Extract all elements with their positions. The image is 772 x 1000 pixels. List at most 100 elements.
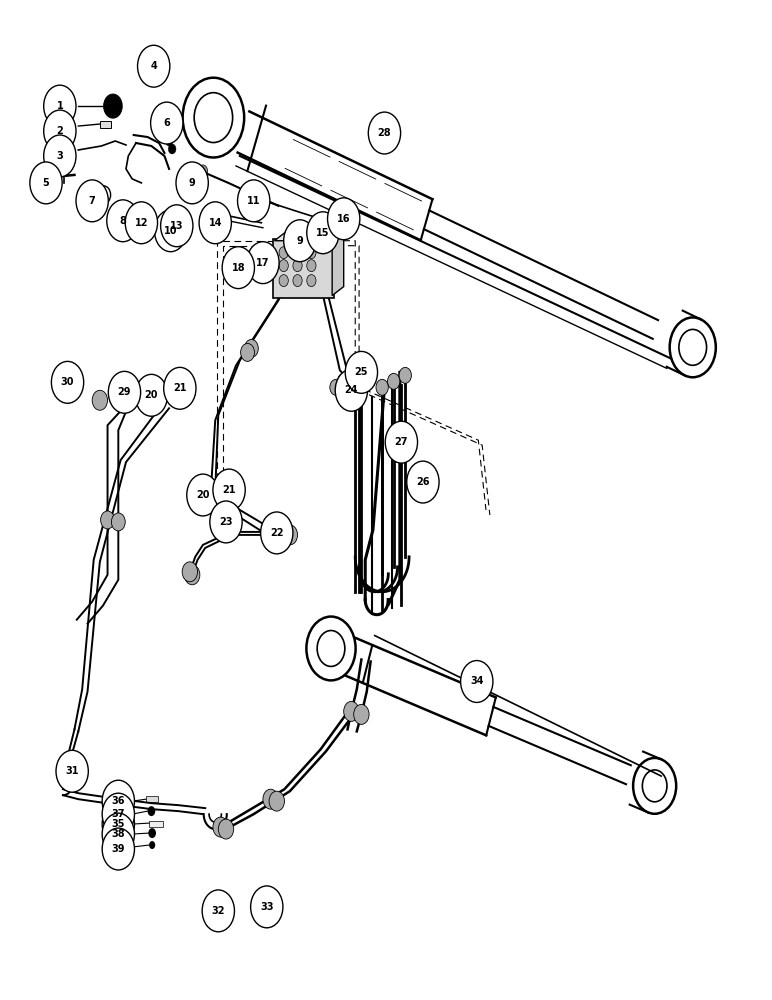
Circle shape: [102, 813, 134, 855]
Circle shape: [293, 247, 302, 259]
Circle shape: [56, 750, 88, 792]
Circle shape: [368, 112, 401, 154]
Circle shape: [44, 110, 76, 152]
Text: 28: 28: [378, 128, 391, 138]
Circle shape: [282, 525, 297, 545]
Text: 7: 7: [89, 196, 96, 206]
Text: 30: 30: [61, 377, 74, 387]
Circle shape: [231, 262, 239, 272]
Text: 5: 5: [42, 178, 49, 188]
Circle shape: [111, 513, 125, 531]
Circle shape: [269, 522, 284, 542]
Circle shape: [345, 367, 357, 383]
Text: 32: 32: [212, 906, 225, 916]
Circle shape: [399, 367, 411, 383]
Circle shape: [199, 202, 232, 244]
Circle shape: [385, 421, 418, 463]
Circle shape: [123, 382, 138, 402]
Circle shape: [208, 480, 223, 500]
Circle shape: [354, 704, 369, 724]
Circle shape: [44, 85, 76, 127]
Circle shape: [154, 210, 187, 252]
Circle shape: [120, 207, 131, 221]
Circle shape: [279, 275, 288, 287]
Circle shape: [251, 886, 283, 928]
Circle shape: [306, 260, 316, 272]
Circle shape: [337, 373, 350, 389]
Text: 12: 12: [134, 218, 148, 228]
Circle shape: [182, 562, 198, 582]
Text: 10: 10: [164, 226, 178, 236]
Circle shape: [330, 379, 342, 395]
Circle shape: [317, 224, 328, 238]
Text: 14: 14: [208, 218, 222, 228]
Text: 8: 8: [120, 216, 127, 226]
Text: 39: 39: [112, 844, 125, 854]
Circle shape: [103, 94, 122, 118]
Polygon shape: [332, 232, 344, 296]
Text: 22: 22: [270, 528, 283, 538]
Polygon shape: [275, 232, 344, 241]
FancyBboxPatch shape: [146, 796, 157, 802]
Circle shape: [149, 841, 155, 849]
Circle shape: [198, 165, 208, 177]
Circle shape: [213, 469, 245, 511]
Circle shape: [176, 162, 208, 204]
Circle shape: [269, 791, 284, 811]
Circle shape: [108, 371, 141, 413]
Text: 29: 29: [117, 387, 131, 397]
Circle shape: [279, 260, 288, 272]
Circle shape: [187, 474, 219, 516]
Text: 25: 25: [354, 367, 368, 377]
Text: 1: 1: [56, 101, 63, 111]
Circle shape: [327, 198, 360, 240]
Circle shape: [102, 793, 134, 835]
Text: 2: 2: [56, 126, 63, 136]
Circle shape: [345, 351, 378, 393]
Circle shape: [147, 806, 155, 816]
Circle shape: [180, 382, 195, 402]
Text: 9: 9: [189, 178, 195, 188]
Circle shape: [222, 247, 255, 289]
Circle shape: [283, 220, 316, 262]
Circle shape: [154, 382, 169, 402]
Text: 21: 21: [173, 383, 187, 393]
Circle shape: [293, 260, 302, 272]
Text: 34: 34: [470, 676, 483, 686]
Circle shape: [52, 361, 83, 403]
Circle shape: [344, 372, 359, 392]
Circle shape: [218, 819, 234, 839]
Circle shape: [168, 144, 176, 154]
Circle shape: [92, 390, 107, 410]
Circle shape: [241, 343, 255, 361]
Circle shape: [258, 257, 266, 267]
Circle shape: [125, 202, 157, 244]
Circle shape: [354, 375, 369, 395]
Circle shape: [263, 789, 279, 809]
Text: 35: 35: [112, 819, 125, 829]
FancyBboxPatch shape: [273, 239, 334, 298]
Text: 3: 3: [56, 151, 63, 161]
Text: 38: 38: [111, 829, 125, 839]
Circle shape: [238, 180, 270, 222]
Circle shape: [295, 233, 304, 245]
Circle shape: [107, 200, 139, 242]
Circle shape: [213, 817, 229, 837]
Text: 9: 9: [296, 236, 303, 246]
Circle shape: [102, 828, 134, 870]
Text: 24: 24: [344, 385, 358, 395]
Circle shape: [203, 485, 218, 505]
Text: 27: 27: [394, 437, 408, 447]
Circle shape: [306, 212, 339, 254]
Text: 16: 16: [337, 214, 350, 224]
Circle shape: [102, 803, 134, 845]
Text: 23: 23: [219, 517, 232, 527]
Text: 33: 33: [260, 902, 273, 912]
Circle shape: [102, 780, 134, 822]
Circle shape: [247, 242, 279, 284]
Circle shape: [461, 661, 493, 702]
Circle shape: [202, 890, 235, 932]
Circle shape: [388, 373, 400, 389]
Circle shape: [279, 247, 288, 259]
Text: 11: 11: [247, 196, 260, 206]
